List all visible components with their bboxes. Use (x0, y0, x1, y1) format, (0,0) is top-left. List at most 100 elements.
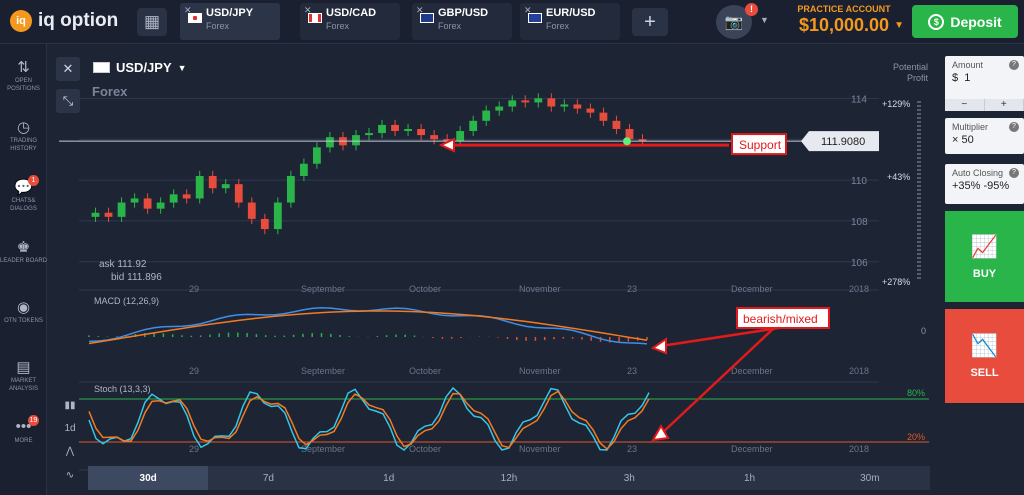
candle (612, 120, 621, 129)
x-tick-label: October (409, 444, 441, 454)
minus-button[interactable]: − (945, 99, 985, 111)
x-tick-label: 23 (627, 284, 637, 294)
timeframe-3h[interactable]: 3h (623, 472, 635, 484)
amount-input[interactable]: $ 1 (952, 72, 971, 84)
candle (143, 198, 152, 209)
x-tick-label: November (519, 366, 561, 376)
candle (378, 124, 386, 134)
close-icon: ✕ (62, 61, 74, 76)
bearish-arrow-head (651, 424, 670, 442)
tab-category: Forex (546, 21, 570, 31)
x-tick-label: November (519, 284, 561, 294)
sidebar: ⇅ OPEN POSITIONS ◷ TRADING HISTORY 💬 1 C… (0, 44, 47, 495)
help-icon[interactable]: ? (1009, 122, 1019, 132)
timeframe-30d[interactable]: 30d (88, 466, 209, 490)
signal-line (88, 310, 648, 345)
timeframe-1d[interactable]: 1d (383, 472, 395, 484)
tab-pair: EUR/USD (546, 7, 596, 19)
candle (182, 194, 191, 199)
stoch-80-label: 80% (907, 388, 925, 398)
support-label-box (731, 133, 787, 156)
candle (247, 202, 256, 219)
timeframe-30m[interactable]: 30m (860, 472, 880, 484)
sidebar-item-chats[interactable]: 💬 1 CHATS& DIALOGS (0, 175, 47, 213)
bearish-arrow-line (660, 327, 775, 435)
sidebar-item-market-analysis[interactable]: ▤ MARKET ANALYSIS (0, 358, 47, 393)
logo[interactable]: iq iq option (10, 10, 118, 32)
tab-pair: USD/CAD (326, 7, 377, 19)
close-icon[interactable]: ✕ (184, 5, 192, 15)
sidebar-item-more[interactable]: ••• 19 MORE (0, 415, 47, 445)
asset-category: Forex (92, 84, 128, 99)
candle (169, 194, 178, 203)
candle (417, 128, 425, 136)
ask-label: ask 111.92 (99, 259, 147, 270)
timeframe-7d[interactable]: 7d (262, 472, 274, 484)
fullscreen-button[interactable]: ⤡ (56, 89, 80, 113)
amount-stepper[interactable]: − + (945, 99, 1024, 111)
timeframe-tool[interactable]: 1d (64, 423, 76, 434)
sidebar-item-label: TRADING HISTORY (10, 138, 37, 152)
sell-button[interactable]: 📉 SELL (945, 309, 1024, 403)
plus-icon: + (644, 10, 656, 33)
camera-button[interactable]: 📷 (716, 5, 752, 39)
y-tick-label: 110 (851, 176, 867, 187)
plus-button[interactable]: + (985, 99, 1024, 111)
draw-tool-icon[interactable]: ⋀ (65, 446, 75, 457)
amount-box[interactable]: Amount ? $ 1 − + (945, 56, 1024, 111)
multiplier-box[interactable]: Multiplier ? × 50 (945, 118, 1024, 154)
add-tab-button[interactable]: + (632, 8, 668, 36)
chat-icon: 💬 (14, 179, 33, 196)
tab-usd-jpy[interactable]: ✕ USD/JPY Forex (180, 3, 280, 40)
tab-pair: GBP/USD (438, 7, 489, 19)
sidebar-item-leaderboard[interactable]: ♚ LEADER BOARD (0, 238, 47, 265)
candle (104, 212, 113, 217)
chevron-down-icon: ▼ (177, 62, 187, 73)
close-chart-button[interactable]: ✕ (56, 57, 80, 81)
x-tick-label: 29 (189, 444, 199, 454)
timeframe-1h[interactable]: 1h (743, 472, 756, 484)
help-icon[interactable]: ? (1009, 60, 1019, 70)
help-icon[interactable]: ? (1009, 168, 1019, 178)
tab-gbp-usd[interactable]: ✕ GBP/USD Forex (412, 3, 512, 40)
tab-pair: USD/JPY (206, 7, 254, 19)
asset-selector[interactable]: USD/JPY ▼ (93, 60, 187, 75)
candle (456, 131, 465, 142)
chevron-down-icon[interactable]: ▼ (760, 15, 769, 25)
x-tick-label: 23 (627, 444, 637, 454)
deposit-button[interactable]: $ Deposit (912, 5, 1018, 38)
candle (313, 147, 321, 164)
auto-closing-box[interactable]: Auto Closing ? +35% -95% (945, 164, 1024, 204)
trend-down-icon: 📉 (970, 333, 999, 358)
chart-type-icon[interactable]: ▮▮ (64, 400, 76, 411)
close-icon[interactable]: ✕ (416, 5, 424, 15)
grid-menu-button[interactable]: ▦ (137, 8, 167, 36)
x-tick-label: December (731, 444, 773, 454)
candle (286, 175, 295, 203)
dollar-icon: $ (928, 13, 945, 30)
bid-label: bid 111.896 (111, 272, 162, 283)
tab-usd-cad[interactable]: ✕ USD/CAD Forex (300, 3, 400, 40)
x-tick-label: December (731, 366, 773, 376)
x-tick-label: December (731, 284, 773, 294)
candle (91, 212, 100, 217)
open-positions-icon: ⇅ (17, 59, 30, 76)
buy-label: BUY (972, 267, 997, 280)
candle (195, 175, 204, 199)
sidebar-item-trading-history[interactable]: ◷ TRADING HISTORY (0, 118, 47, 153)
account-selector[interactable]: PRACTICE ACCOUNT $10,000.00 ▼ (784, 4, 904, 36)
timeframe-12h[interactable]: 12h (500, 472, 518, 484)
buy-button[interactable]: 📈 BUY (945, 211, 1024, 302)
tab-eur-usd[interactable]: ✕ EUR/USD Forex (520, 3, 620, 40)
candle (430, 135, 439, 140)
close-icon[interactable]: ✕ (524, 5, 532, 15)
close-icon[interactable]: ✕ (304, 5, 312, 15)
indicator-icon[interactable]: ∿ (65, 470, 75, 481)
support-label: Support (739, 138, 782, 152)
amount-label: Amount (952, 60, 984, 70)
price-chart[interactable]: 11411211010810629SeptemberOctoberNovembe… (49, 52, 929, 494)
x-tick-label: 2018 (849, 366, 869, 376)
sidebar-item-open-positions[interactable]: ⇅ OPEN POSITIONS (0, 58, 47, 93)
sidebar-item-otn-tokens[interactable]: ◉ OTN TOKENS (0, 298, 47, 325)
x-tick-label: October (409, 284, 441, 294)
